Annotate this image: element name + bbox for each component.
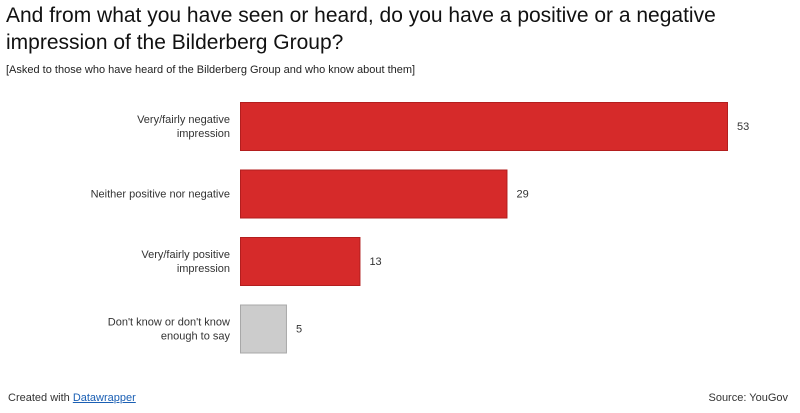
value-label-1: 29 — [516, 189, 528, 201]
bar-0 — [240, 102, 728, 151]
value-label-2: 13 — [369, 256, 381, 268]
bar-chart: 53 Very/fairly negative impression 29 Neithe… — [91, 102, 749, 354]
credit-footer: Created with Datawrapper — [8, 392, 136, 404]
value-label-0: 53 — [737, 121, 749, 133]
chart-title: And from what you have seen or heard, do… — [6, 4, 716, 54]
bar-2 — [240, 237, 361, 286]
credit-text: Created with — [8, 392, 73, 404]
category-label-1: Neither positive nor negative — [91, 189, 230, 201]
category-label-3: Don't know or don't know enough to say — [108, 317, 231, 343]
bar-3 — [240, 304, 287, 354]
category-label-2: Very/fairly positive impression — [141, 249, 230, 275]
category-label-0: Very/fairly negative impression — [137, 114, 230, 140]
bar-1 — [240, 169, 508, 219]
source-note: Source: YouGov — [708, 392, 788, 404]
chart-subtitle: [Asked to those who have heard of the Bi… — [6, 64, 416, 76]
value-label-3: 5 — [296, 324, 302, 336]
datawrapper-link[interactable]: Datawrapper — [72, 392, 136, 404]
